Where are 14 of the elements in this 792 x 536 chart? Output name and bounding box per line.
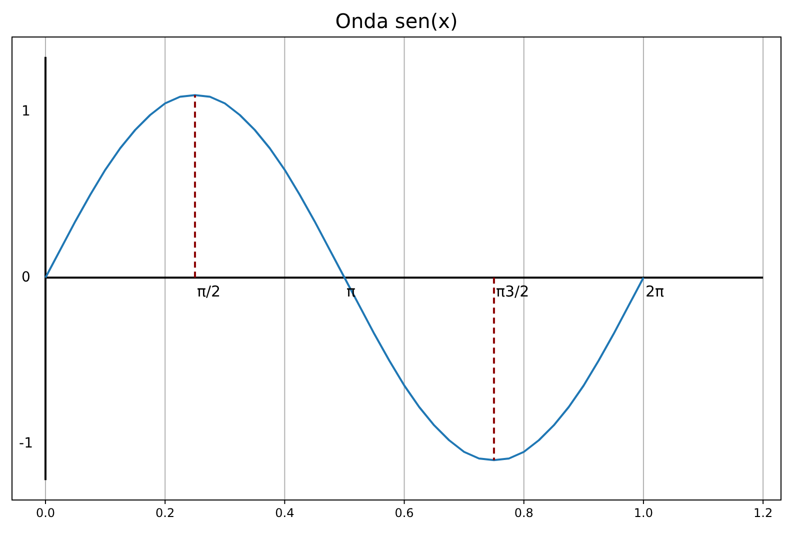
chart-title: Onda sen(x) — [335, 9, 458, 33]
y-tick-label: 0 — [22, 269, 30, 286]
annotation: π/2 — [196, 282, 221, 301]
x-tick-label: 0.0 — [36, 506, 56, 520]
x-tick-label: 0.2 — [156, 506, 175, 520]
x-tick-label: 0.4 — [275, 506, 294, 520]
x-tick-label: 0.8 — [514, 506, 534, 520]
annotation: 2π — [645, 282, 664, 301]
annotation: π3/2 — [496, 282, 530, 301]
x-tick-label: 0.6 — [394, 506, 414, 520]
x-tick-label: 1.0 — [634, 506, 654, 520]
x-tick-label: 1.2 — [754, 506, 773, 520]
y-tick-label: -1 — [19, 435, 33, 452]
y-tick-label: 1 — [22, 104, 30, 120]
